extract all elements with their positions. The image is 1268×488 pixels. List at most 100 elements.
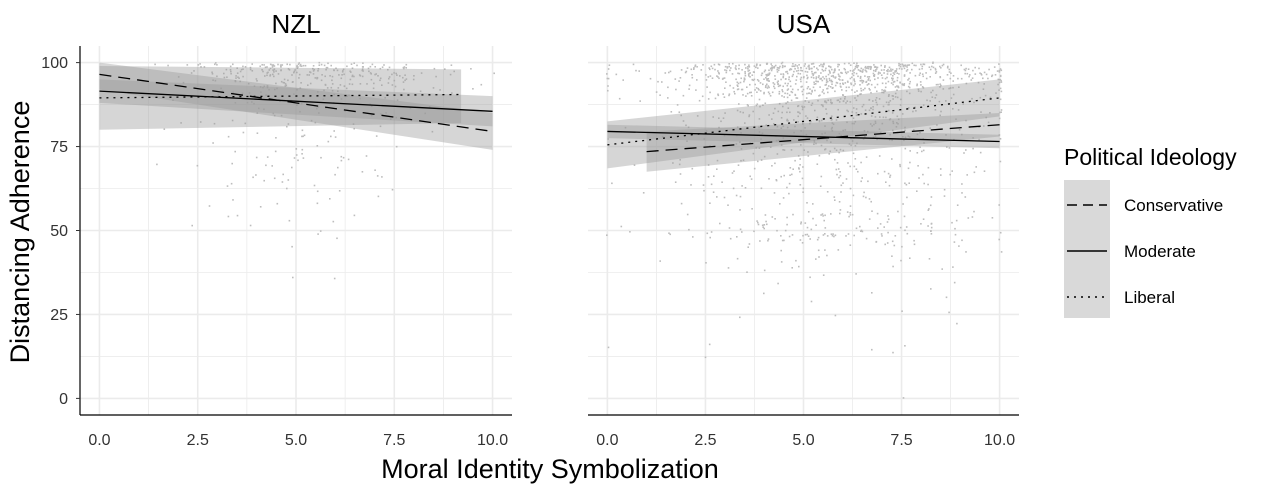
observation-point [892,120,894,123]
observation-point [789,167,792,169]
observation-point [404,79,406,82]
observation-point [932,89,934,92]
observation-point [921,73,924,75]
observation-point [799,158,801,160]
observation-point [642,192,645,194]
observation-point [789,111,791,114]
observation-point [797,67,799,69]
observation-point [343,73,345,76]
observation-point [742,111,744,114]
observation-point [248,92,251,94]
observation-point [381,84,383,86]
observation-point [211,73,214,75]
observation-point [451,92,453,94]
observation-point [894,96,897,98]
observation-point [291,81,294,83]
observation-point [979,96,982,99]
observation-point [922,138,924,140]
observation-point [639,100,641,102]
observation-point [186,64,189,66]
observation-point [857,95,859,97]
observation-point [266,156,269,158]
observation-point [834,199,836,201]
observation-point [789,80,792,83]
fit-line-moderate [607,130,1000,143]
observation-point [808,64,810,67]
observation-point [960,77,963,80]
observation-point [784,65,786,68]
observation-point [814,83,817,85]
observation-point [743,77,746,79]
observation-point [750,95,753,97]
observation-point [865,237,868,240]
observation-point [728,65,730,68]
observation-point [824,100,827,102]
observation-point [850,83,853,86]
observation-point [860,67,863,70]
observation-point [853,78,855,80]
observation-point [199,121,202,123]
observation-point [280,69,282,72]
observation-point [954,233,957,236]
observation-point [287,123,290,125]
observation-point [873,74,876,76]
observation-point [878,128,881,130]
observation-point [985,73,988,76]
observation-point [921,86,924,88]
observation-point [825,79,828,82]
observation-point [870,107,872,109]
observation-point [998,78,1001,81]
observation-point [824,125,826,127]
observation-point [812,217,814,220]
observation-point [787,120,789,122]
observation-point [760,138,762,140]
observation-point [313,68,316,71]
observation-point [899,104,902,106]
observation-point [764,86,767,89]
observation-point [264,66,267,69]
observation-point [862,103,865,106]
observation-point [782,125,785,128]
observation-point [847,233,850,235]
observation-point [716,168,718,170]
observation-point [227,135,230,138]
observation-point [351,75,354,78]
observation-point [998,63,1000,65]
observation-point [736,236,738,238]
observation-point [788,192,790,195]
observation-point [229,65,232,68]
observation-point [775,179,778,181]
observation-point [799,73,802,75]
observation-point [979,151,982,154]
observation-point [757,87,760,90]
observation-point [883,72,885,74]
observation-point [705,130,708,132]
observation-point [894,86,897,88]
observation-point [794,125,796,128]
observation-point [948,71,951,73]
observation-point [903,83,906,85]
observation-point [213,122,216,125]
observation-point [750,91,752,94]
observation-point [883,170,886,173]
observation-point [877,73,880,75]
observation-point [239,80,241,83]
observation-point [1000,111,1002,113]
observation-point [950,72,952,74]
observation-point [238,77,240,79]
observation-point [854,66,857,68]
observation-point [971,77,974,79]
observation-point [723,196,726,199]
observation-point [379,113,382,115]
observation-point [941,64,944,67]
x-tick-label: 7.5 [383,432,405,449]
observation-point [821,104,824,106]
observation-point [755,147,757,149]
observation-point [296,64,298,67]
observation-point [920,63,922,66]
observation-point [806,77,809,80]
observation-point [812,73,815,75]
observation-point [943,188,946,191]
observation-point [808,68,811,71]
observation-point [709,68,711,71]
